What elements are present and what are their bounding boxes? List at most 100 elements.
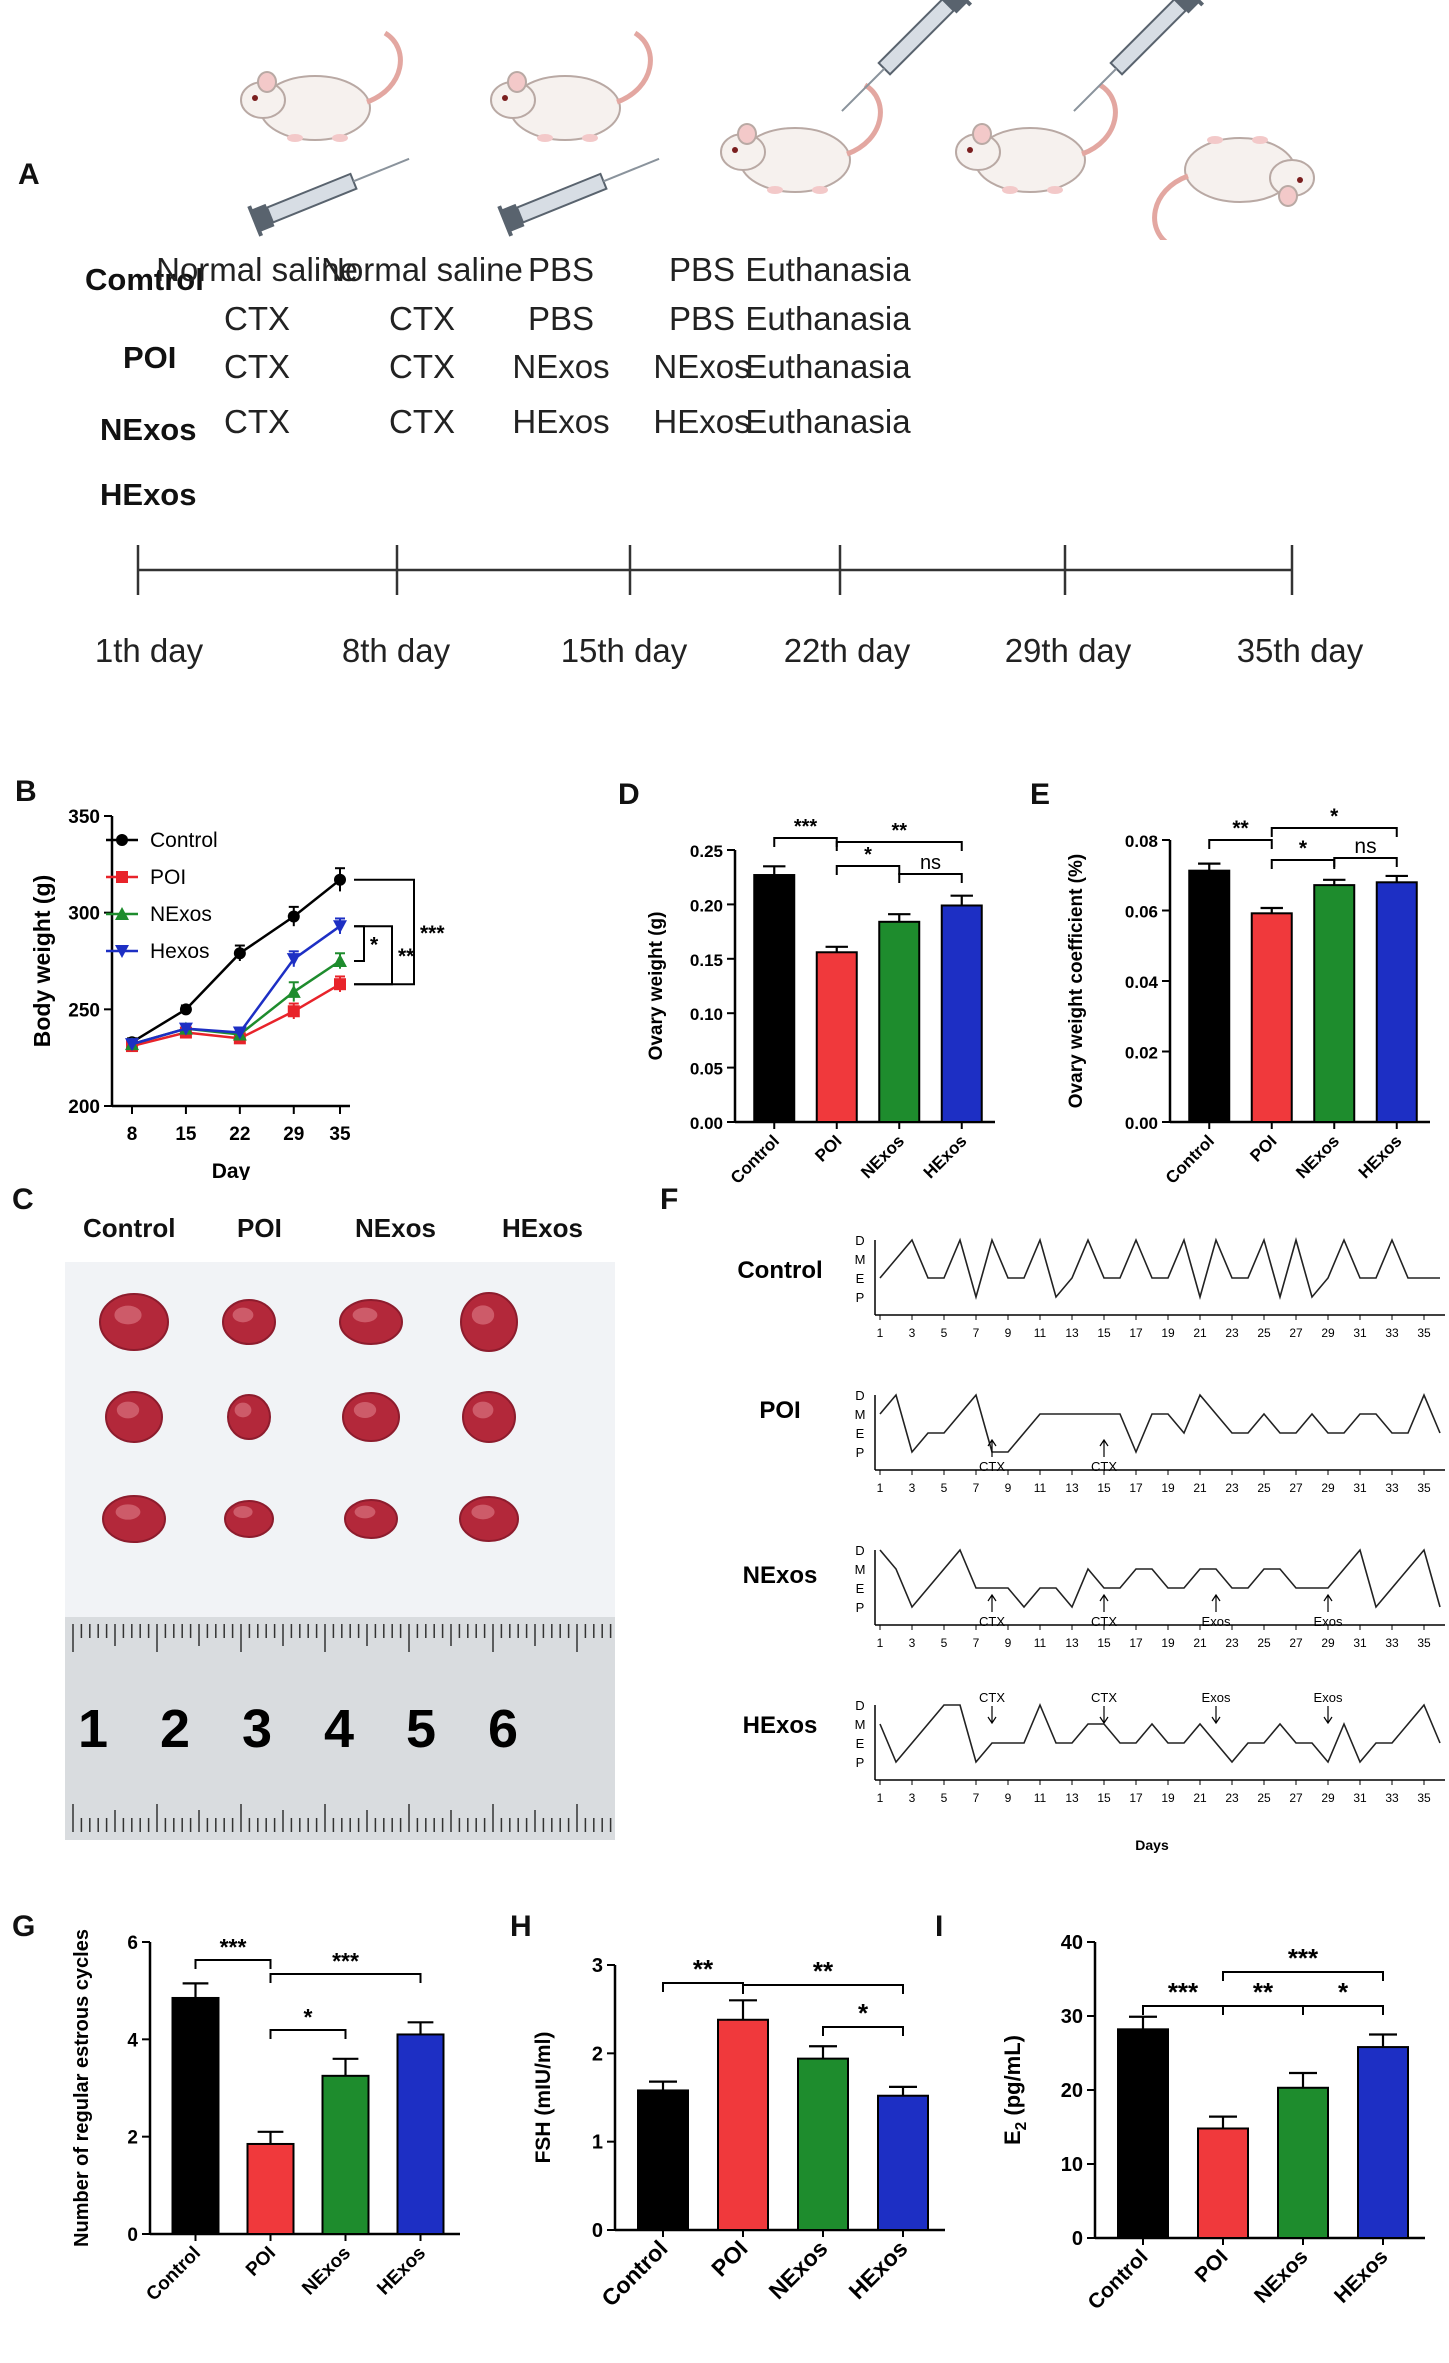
photo-label-hexos: HExos (502, 1213, 583, 1243)
cycle-line-control (879, 1237, 1440, 1300)
x-tick-label: 33 (1385, 1326, 1399, 1340)
cycle-annotation: CTX (979, 1690, 1005, 1705)
bar-control (753, 874, 796, 1123)
y-tick-label: 250 (68, 1000, 100, 1021)
sig-bracket (898, 873, 963, 883)
treatment-cell: NExos (653, 348, 751, 385)
x-tick-label: NExos (1292, 1131, 1343, 1182)
sig-bracket (1302, 2005, 1384, 2015)
x-tick-label: Control (1083, 2245, 1152, 2314)
x-tick-label: HExos (1355, 1131, 1406, 1182)
bar-hexos (396, 2033, 445, 2235)
ovary-highlight (114, 1305, 142, 1325)
bar-poi (717, 2018, 769, 2231)
ovary-specimen (344, 1499, 398, 1539)
bar-poi (1250, 912, 1293, 1123)
cycle-annotation: CTX (1091, 1690, 1117, 1705)
x-tick-label: 13 (1065, 1326, 1079, 1340)
sig-bracket (194, 1959, 272, 1969)
cycle-annotation: Exos (1314, 1690, 1343, 1705)
x-tick-label: 27 (1289, 1326, 1303, 1340)
x-tick-label: 1 (877, 1481, 884, 1495)
x-tick-label: 35 (1417, 1791, 1431, 1805)
legend-label: Control (150, 829, 218, 852)
ovary-specimen (459, 1496, 519, 1542)
annotation-arrow (1211, 1706, 1221, 1725)
panel-h-label: H (510, 1910, 532, 1943)
stage-label: M (855, 1407, 866, 1422)
sig-bracket (835, 841, 963, 851)
sig-bracket (742, 1984, 904, 1994)
ovary-specimen (462, 1391, 516, 1443)
timeline-day-8: 8th day (341, 632, 451, 669)
treatment-cell: Normal saline (321, 251, 523, 288)
ovary-highlight (471, 1504, 495, 1520)
sig-bracket (773, 837, 838, 847)
sig-label: *** (794, 816, 818, 838)
x-tick-label: 27 (1289, 1481, 1303, 1495)
y-tick-label: 0.10 (690, 1005, 723, 1024)
treatment-cell: Euthanasia (745, 300, 911, 337)
legend-label: NExos (150, 903, 212, 926)
treatment-cell: CTX (389, 348, 455, 385)
photo-label-poi: POI (237, 1213, 282, 1243)
y-tick-label: 350 (68, 807, 100, 828)
data-point (125, 1038, 139, 1052)
bar-poi (246, 2142, 295, 2235)
x-tick-label: 8 (127, 1124, 138, 1145)
x-tick-label: 29 (1321, 1636, 1335, 1650)
sig-label: ** (1253, 1977, 1274, 2007)
x-tick-label: 19 (1161, 1636, 1175, 1650)
treatment-cell: Euthanasia (745, 403, 911, 440)
ruler-number: 3 (242, 1699, 272, 1759)
timeline-day-35: 35th day (1236, 632, 1364, 669)
photo-label-control: Control (83, 1213, 176, 1243)
x-tick-label: 19 (1161, 1791, 1175, 1805)
x-tick-label: 1 (877, 1326, 884, 1340)
x-tick-label: 19 (1161, 1481, 1175, 1495)
x-tick-label: 35 (329, 1124, 351, 1145)
x-tick-label: Control (1162, 1131, 1218, 1187)
data-point (287, 910, 300, 923)
sig-bracket-control-poi-label: *** (420, 922, 445, 945)
procedure-illustrations (240, 0, 1360, 240)
x-tick-label: 21 (1193, 1326, 1207, 1340)
cycle-annotation: Exos (1202, 1614, 1231, 1629)
mouse-icon (491, 33, 650, 142)
x-tick-label: 27 (1289, 1636, 1303, 1650)
x-tick-label: 9 (1005, 1481, 1012, 1495)
ovary-highlight (233, 1506, 253, 1518)
y-tick-label: 3 (592, 1955, 603, 1977)
mouse-icon (241, 33, 400, 142)
sig-bracket (269, 1973, 422, 1983)
cycle-group-label: NExos (743, 1562, 818, 1589)
x-tick-label: 3 (909, 1636, 916, 1650)
x-tick-label: 21 (1193, 1636, 1207, 1650)
x-tick-label: 33 (1385, 1481, 1399, 1495)
y-axis-title: Body weight (g) (29, 875, 55, 1047)
x-tick-label: 35 (1417, 1481, 1431, 1495)
x-tick-label: 31 (1353, 1481, 1367, 1495)
annotation-arrow (987, 1593, 997, 1612)
x-tick-label: 19 (1161, 1326, 1175, 1340)
stage-label: P (856, 1445, 865, 1460)
x-tick-label: HExos (844, 2235, 913, 2304)
x-tick-label: 29 (1321, 1481, 1335, 1495)
y-axis-title: E2 (pg/mL) (1000, 2035, 1030, 2145)
ruler-number: 1 (78, 1699, 108, 1759)
stage-label: P (856, 1290, 865, 1305)
sig-label: * (864, 844, 872, 866)
x-tick-label: 13 (1065, 1636, 1079, 1650)
annotation-arrow (1323, 1706, 1333, 1725)
data-point (179, 1003, 192, 1016)
sig-label: ** (813, 1956, 834, 1986)
y-tick-label: 1 (592, 2132, 603, 2154)
x-tick-label: 31 (1353, 1791, 1367, 1805)
x-tick-label: 29 (283, 1124, 304, 1145)
timeline-day-15: 15th day (560, 632, 688, 669)
treatment-cell: Normal saline (156, 251, 358, 288)
